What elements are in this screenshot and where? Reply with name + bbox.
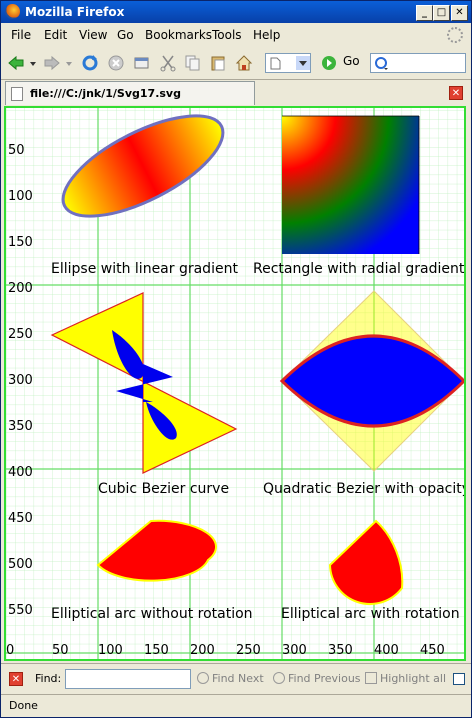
url-bar[interactable] (265, 53, 311, 73)
back-dropdown-icon[interactable] (29, 54, 37, 72)
menu-file[interactable]: File (11, 28, 32, 42)
stop-icon[interactable] (107, 54, 125, 72)
y-tick-label: 400 (8, 465, 33, 480)
cubic-lobe-upper (112, 330, 145, 379)
copy-icon[interactable] (183, 54, 201, 72)
tab-title: file:///C:/jnk/1/Svg17.svg (30, 87, 181, 100)
new-window-icon[interactable] (133, 54, 151, 72)
highlight-icon (365, 672, 377, 684)
y-tick-label: 200 (8, 281, 33, 296)
menu-bar: File Edit View Go Bookmarks Tools Help (1, 24, 471, 46)
y-tick-label: 100 (8, 189, 33, 204)
page-icon (270, 57, 281, 70)
go-arrow-icon[interactable] (321, 55, 337, 71)
y-tick-label: 550 (8, 603, 33, 618)
forward-arrow-icon[interactable] (43, 54, 61, 72)
throbber-icon (447, 27, 463, 43)
find-next-icon (197, 672, 209, 684)
x-tick-label: 0 (6, 643, 14, 658)
find-next-button[interactable]: Find Next (197, 672, 264, 685)
caption-cubic: Cubic Bezier curve (98, 481, 229, 497)
menu-bookmarks[interactable]: Bookmarks (145, 28, 213, 42)
google-search-icon[interactable] (374, 56, 390, 71)
svg-document: 50 100 150 200 250 300 350 400 450 500 550 0 50 100 1… (4, 106, 466, 661)
gradient-ellipse (61, 114, 225, 218)
file-icon (11, 87, 23, 101)
y-axis-labels: 50 100 150 200 250 300 350 400 450 500 550 (8, 143, 33, 618)
tab-svg17[interactable]: file:///C:/jnk/1/Svg17.svg (5, 81, 255, 105)
caption-quad: Quadratic Bezier with opacity (263, 481, 464, 497)
caption-arc1: Elliptical arc without rotation (51, 606, 253, 622)
arc-with-rotation (328, 519, 404, 606)
x-tick-label: 400 (374, 643, 399, 658)
forward-dropdown-icon[interactable] (65, 54, 73, 72)
firefox-logo-icon (5, 4, 20, 19)
y-tick-label: 150 (8, 235, 33, 250)
x-tick-label: 300 (282, 643, 307, 658)
x-tick-label: 350 (328, 643, 353, 658)
y-tick-label: 300 (8, 373, 33, 388)
find-next-label: Find Next (212, 672, 264, 685)
cubic-lobe-lower (146, 402, 177, 440)
close-window-button[interactable]: ✕ (451, 5, 468, 21)
url-dropdown-icon[interactable] (296, 56, 310, 70)
x-tick-label: 150 (144, 643, 169, 658)
reload-icon[interactable] (81, 54, 99, 72)
caption-rect: Rectangle with radial gradient (253, 261, 464, 277)
find-previous-button[interactable]: Find Previous (273, 672, 361, 685)
menu-go[interactable]: Go (117, 28, 134, 42)
search-box[interactable] (370, 53, 466, 73)
close-tab-button[interactable]: ✕ (449, 86, 463, 100)
minimize-button[interactable]: _ (416, 5, 433, 21)
status-text: Done (9, 699, 38, 712)
find-previous-label: Find Previous (288, 672, 361, 685)
title-bar: Mozilla Firefox _ □ ✕ (1, 1, 471, 23)
y-tick-label: 450 (8, 511, 33, 526)
caption-arc2: Elliptical arc with rotation (281, 606, 460, 622)
y-tick-label: 350 (8, 419, 33, 434)
x-tick-label: 450 (420, 643, 445, 658)
back-arrow-icon[interactable] (7, 54, 25, 72)
go-button-label[interactable]: Go (343, 54, 360, 68)
svg-canvas: 50 100 150 200 250 300 350 400 450 500 550 0 50 100 1… (6, 108, 464, 659)
y-tick-label: 50 (8, 143, 25, 158)
menu-help[interactable]: Help (253, 28, 281, 42)
x-axis-labels: 0 50 100 150 200 250 300 350 400 450 (6, 643, 445, 658)
menu-edit[interactable]: Edit (44, 28, 68, 42)
navigation-toolbar: Go (1, 47, 471, 80)
arc-without-rotation (96, 519, 218, 582)
y-tick-label: 250 (8, 327, 33, 342)
highlight-all-button[interactable]: Highlight all (365, 672, 446, 685)
status-bar: Done (1, 694, 471, 717)
maximize-button[interactable]: □ (433, 5, 450, 21)
menu-view[interactable]: View (79, 28, 108, 42)
find-bar: ✕ Find: Find Next Find Previous Highligh… (1, 663, 471, 694)
find-label: Find: (35, 672, 62, 685)
x-tick-label: 50 (52, 643, 69, 658)
find-input[interactable] (65, 669, 191, 689)
caption-ellipse: Ellipse with linear gradient (51, 261, 238, 277)
home-icon[interactable] (235, 54, 253, 72)
radial-gradient-rect (282, 116, 419, 254)
menu-tools[interactable]: Tools (212, 28, 242, 42)
find-previous-icon (273, 672, 285, 684)
window-title: Mozilla Firefox (25, 5, 125, 19)
x-tick-label: 200 (190, 643, 215, 658)
tab-bar: file:///C:/jnk/1/Svg17.svg ✕ (1, 80, 471, 106)
paste-icon[interactable] (209, 54, 227, 72)
match-case-checkbox[interactable] (453, 673, 465, 685)
y-tick-label: 500 (8, 557, 33, 572)
cut-icon[interactable] (159, 54, 177, 72)
quadratic-bezier-shape (279, 334, 464, 428)
x-tick-label: 100 (98, 643, 123, 658)
x-tick-label: 250 (236, 643, 261, 658)
find-close-button[interactable]: ✕ (9, 672, 23, 686)
cubic-center-band (116, 364, 173, 402)
highlight-all-label: Highlight all (380, 672, 447, 685)
